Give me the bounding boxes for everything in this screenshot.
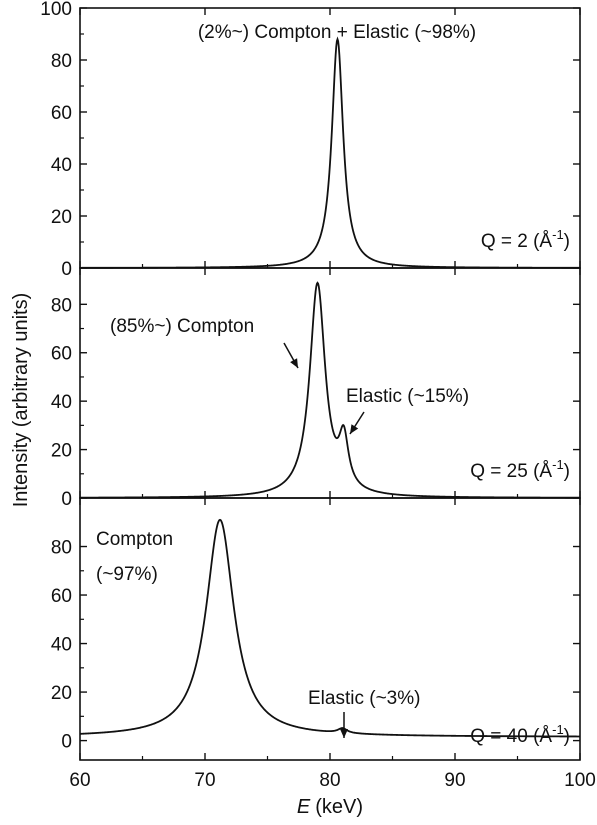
q-label-exponent: -1 bbox=[552, 722, 564, 737]
y-tick-label: 80 bbox=[51, 51, 72, 72]
y-tick-label: 0 bbox=[61, 259, 72, 280]
q-label-exponent: -1 bbox=[552, 227, 564, 242]
y-tick-label: 60 bbox=[51, 103, 72, 124]
y-tick-label: 40 bbox=[51, 392, 72, 413]
annotation-arrow-head bbox=[340, 729, 348, 738]
y-tick-label: 40 bbox=[51, 155, 72, 176]
q-label: Q = 25 (Å-1) bbox=[470, 457, 570, 482]
y-tick-label: 80 bbox=[51, 538, 72, 559]
q-label-main: Q = 2 (Å bbox=[481, 231, 553, 252]
panels: 0 20 40 60 80 100 (2%~) Compton + Elastic (~98… bbox=[40, 0, 596, 791]
panel-2: 0 20 40 60 80 (85%~) Compton Elastic (~15%) Q =… bbox=[51, 267, 581, 510]
y-tick-label: 20 bbox=[51, 683, 72, 704]
q-label-main: Q = 25 (Å bbox=[470, 461, 552, 482]
q-label-close: ) bbox=[564, 231, 570, 252]
q-label-main: Q = 40 (Å bbox=[470, 726, 552, 747]
q-label: Q = 40 (Å-1) bbox=[470, 722, 570, 747]
x-tick-label: 70 bbox=[194, 770, 215, 791]
y-tick-label: 60 bbox=[51, 344, 72, 365]
y-tick-label: 0 bbox=[61, 732, 72, 753]
x-axis-title: E (keV) bbox=[297, 796, 363, 818]
q-label-close: ) bbox=[564, 726, 570, 747]
y-tick-label: 40 bbox=[51, 635, 72, 656]
annotation-label: (2%~) Compton + Elastic (~98%) bbox=[198, 22, 476, 43]
y-tick-label: 60 bbox=[51, 586, 72, 607]
x-axis-symbol: E bbox=[297, 796, 311, 818]
panel-1: 0 20 40 60 80 100 (2%~) Compton + Elastic (~98… bbox=[40, 0, 581, 280]
y-tick-label: 100 bbox=[40, 0, 72, 20]
y-tick-label: 20 bbox=[51, 207, 72, 228]
annotation-label: Compton bbox=[96, 529, 173, 550]
annotation-label: Elastic (~15%) bbox=[346, 386, 469, 407]
x-tick-label: 100 bbox=[564, 770, 596, 791]
x-axis-unit: (keV) bbox=[315, 796, 363, 818]
q-label-exponent: -1 bbox=[552, 457, 564, 472]
q-label: Q = 2 (Å-1) bbox=[481, 227, 570, 252]
spectrum-line bbox=[79, 518, 580, 738]
y-tick-label: 0 bbox=[61, 489, 72, 510]
annotation-label: (~97%) bbox=[96, 564, 158, 585]
annotation-label: Elastic (~3%) bbox=[308, 688, 420, 709]
q-label-close: ) bbox=[564, 461, 570, 482]
annotation-label: (85%~) Compton bbox=[110, 316, 254, 337]
y-tick-label: 20 bbox=[51, 441, 72, 462]
annotation-arrow-head bbox=[350, 424, 359, 434]
y-axis-title: Intensity (arbitrary units) bbox=[10, 293, 32, 508]
annotation-arrow-head bbox=[290, 358, 298, 368]
x-tick-label: 60 bbox=[69, 770, 90, 791]
x-tick-label: 90 bbox=[444, 770, 465, 791]
y-tick-label: 80 bbox=[51, 295, 72, 316]
x-tick-label: 80 bbox=[319, 770, 340, 791]
panel-3: 0 20 40 60 80 60 70 80 90 100 Compton (~97%) Elastic… bbox=[51, 497, 596, 791]
panel-frame bbox=[79, 7, 581, 269]
